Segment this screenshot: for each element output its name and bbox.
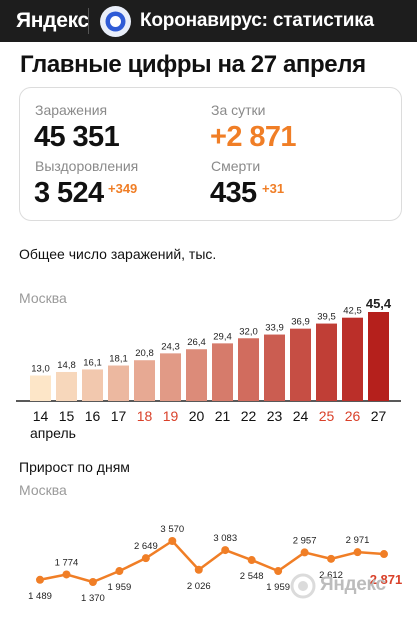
recovered-delta: +349 — [108, 181, 138, 196]
daily-label: За сутки — [211, 102, 266, 118]
x-tick-label: 26 — [345, 408, 361, 424]
point-value-label: 2 026 — [187, 581, 211, 592]
recovered-label: Выздоровления — [35, 158, 139, 174]
chart1-title: Общее число заражений, тыс. — [19, 246, 217, 262]
bar — [82, 369, 103, 401]
data-point — [36, 575, 44, 584]
x-tick-label: 23 — [267, 408, 283, 424]
header-divider — [88, 8, 89, 34]
x-tick-label: 18 — [137, 408, 153, 424]
bar — [368, 312, 389, 401]
bar — [108, 365, 129, 401]
point-value-label: 1 370 — [81, 593, 105, 604]
top-bar: Яндекс Коронавирус: статистика — [0, 0, 417, 42]
x-tick-label: 20 — [189, 408, 205, 424]
point-value-label: 2 957 — [293, 535, 317, 546]
stats-card: Заражения 45 351 За сутки +2 871 Выздоро… — [19, 87, 402, 221]
watermark-logo-icon — [290, 573, 316, 599]
data-point — [141, 554, 150, 563]
point-value-label: 2 971 — [346, 535, 370, 546]
bar — [290, 328, 311, 401]
bar — [186, 349, 207, 401]
bar-value-label: 20,8 — [135, 348, 154, 359]
x-tick-label: 14 — [33, 408, 49, 424]
page-title: Коронавирус: статистика — [140, 10, 374, 31]
deaths-value: 435 — [210, 177, 257, 209]
x-axis-month-label: апрель — [30, 425, 76, 441]
bar-value-label: 42,5 — [343, 306, 362, 317]
bar — [238, 338, 259, 401]
chart1-city-label: Москва — [19, 290, 67, 306]
bar-value-label: 24,3 — [161, 341, 180, 352]
x-tick-label: 19 — [163, 408, 179, 424]
x-tick-label: 21 — [215, 408, 231, 424]
bar — [56, 371, 77, 401]
bar-value-label: 29,4 — [213, 331, 232, 342]
point-value-label: 2 548 — [240, 571, 264, 582]
bar — [342, 317, 363, 401]
point-value-label: 3 083 — [213, 533, 237, 544]
x-tick-label: 15 — [59, 408, 75, 424]
chart2-city-label: Москва — [19, 482, 67, 498]
point-value-label: 2 649 — [134, 541, 158, 552]
recovered-value: 3 524 — [34, 177, 104, 209]
point-value-label: 1 959 — [107, 582, 131, 593]
data-point — [62, 570, 71, 579]
data-point — [88, 578, 97, 586]
bar-value-label: 26,4 — [187, 337, 206, 348]
data-point — [353, 548, 362, 557]
infected-label: Заражения — [35, 102, 108, 118]
data-point — [300, 548, 309, 557]
x-tick-label: 27 — [371, 408, 387, 424]
data-point — [380, 550, 388, 559]
headline: Главные цифры на 27 апреля — [20, 51, 366, 78]
x-tick-label: 17 — [111, 408, 127, 424]
bar-value-label: 45,4 — [366, 296, 392, 311]
point-value-label: 2 612 — [319, 570, 343, 581]
infected-value: 45 351 — [34, 121, 120, 153]
bar-value-label: 16,1 — [83, 357, 102, 368]
data-point — [221, 546, 230, 555]
bar-value-label: 18,1 — [109, 354, 128, 365]
point-value-label: 1 959 — [266, 582, 290, 593]
bar-value-label: 39,5 — [317, 312, 336, 323]
data-point — [194, 565, 203, 574]
chart2-title: Прирост по дням — [19, 459, 130, 475]
deaths-delta: +31 — [262, 181, 285, 196]
x-tick-label: 22 — [241, 408, 257, 424]
covid-logo-icon — [100, 6, 131, 37]
x-tick-label: 24 — [293, 408, 309, 424]
bar-value-label: 13,0 — [31, 364, 50, 375]
bar-value-label: 32,0 — [239, 326, 258, 337]
bar — [212, 343, 233, 401]
bar — [316, 323, 337, 401]
x-tick-label: 16 — [85, 408, 101, 424]
watermark-text: Яндекс — [320, 574, 386, 595]
data-point — [115, 567, 124, 576]
bar — [30, 375, 51, 401]
data-point — [247, 556, 256, 565]
bar-value-label: 33,9 — [265, 323, 284, 334]
data-point — [274, 567, 283, 576]
point-value-label: 3 570 — [160, 524, 184, 535]
yandex-brand-link[interactable]: Яндекс — [16, 9, 89, 32]
total-infections-bar-chart: 13,0 14 14,8 15 16,1 16 18,1 17 20,8 18 24,3 19 26,4… — [16, 296, 401, 441]
deaths-label: Смерти — [211, 158, 261, 174]
point-value-label: 2 871 — [370, 572, 403, 587]
data-point — [327, 554, 336, 563]
bar — [160, 353, 181, 401]
series-line — [39, 539, 385, 584]
daily-value: +2 871 — [210, 121, 297, 153]
bar-value-label: 14,8 — [57, 360, 76, 371]
point-value-label: 1 489 — [28, 591, 52, 602]
data-point — [168, 537, 177, 545]
bar — [134, 360, 155, 401]
bar-value-label: 36,9 — [291, 317, 310, 328]
point-value-label: 1 774 — [55, 557, 79, 568]
bar — [264, 334, 285, 401]
x-tick-label: 25 — [319, 408, 335, 424]
